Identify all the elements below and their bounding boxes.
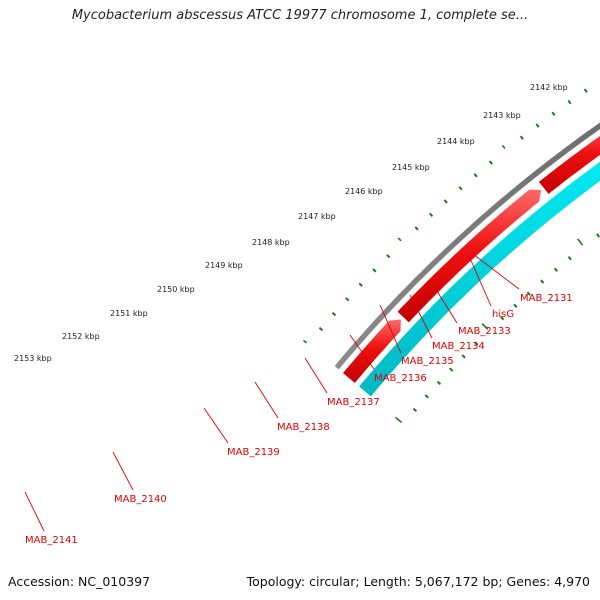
- map-title: Mycobacterium abscessus ATCC 19977 chrom…: [71, 8, 529, 23]
- outer-tick: [345, 297, 350, 302]
- leader-line: [112, 451, 134, 491]
- leader-line: [429, 279, 458, 324]
- scale-label: 2146 kbp: [345, 187, 383, 196]
- inner-tick: [596, 233, 600, 238]
- outer-tick: [519, 135, 524, 140]
- gene-label[interactable]: MAB_2133: [458, 326, 511, 337]
- cds-feature[interactable]: [538, 118, 600, 195]
- inner-tick: [500, 316, 505, 321]
- gene-label[interactable]: MAB_2134: [432, 341, 485, 352]
- gene-label[interactable]: MAB_2137: [327, 397, 380, 408]
- genome-summary-text: Topology: circular; Length: 5,067,172 bp…: [246, 574, 590, 589]
- inner-tick: [449, 367, 454, 372]
- inner-tick: [540, 279, 545, 284]
- scale-label: 2147 kbp: [298, 212, 336, 221]
- leader-line: [24, 491, 45, 532]
- accession-text: Accession: NC_010397: [8, 574, 151, 589]
- labels: 2142 kbp 2143 kbp 2144 kbp 2145 kbp 2146 kbp…: [14, 83, 573, 546]
- inner-tick: [553, 267, 559, 272]
- outer-tick: [583, 88, 588, 93]
- gene-label[interactable]: MAB_2136: [374, 373, 427, 384]
- leader-line: [203, 407, 229, 444]
- scale-label: 2149 kbp: [205, 261, 243, 270]
- scale-label: 2142 kbp: [530, 83, 568, 92]
- feature-tracks: [333, 0, 600, 398]
- inner-tick: [513, 303, 518, 308]
- leader-line: [472, 253, 520, 290]
- leader-line: [349, 334, 375, 370]
- gene-label[interactable]: MAB_2131: [520, 293, 573, 304]
- inner-tick: [526, 291, 531, 296]
- inner-tick: [474, 341, 479, 346]
- outer-tick: [397, 237, 402, 242]
- scale-label: 2150 kbp: [157, 285, 195, 294]
- outer-scale-ticks: [302, 88, 588, 344]
- scale-label: 2145 kbp: [392, 163, 430, 172]
- gene-label[interactable]: hisG: [492, 309, 514, 320]
- inner-tick: [576, 238, 584, 246]
- chromosome-backbone[interactable]: [333, 0, 600, 371]
- scale-label: 2153 kbp: [14, 354, 52, 363]
- inner-scale-ticks: [395, 233, 600, 424]
- leader-line: [468, 255, 492, 307]
- gene-label[interactable]: MAB_2140: [114, 494, 167, 505]
- inner-tick: [424, 394, 429, 399]
- gene-label[interactable]: MAB_2138: [277, 422, 330, 433]
- leader-line: [304, 357, 328, 394]
- cds-feature[interactable]: [342, 318, 402, 384]
- gene-label[interactable]: MAB_2135: [401, 356, 454, 367]
- scale-label: 2143 kbp: [483, 111, 521, 120]
- outer-tick: [458, 186, 463, 191]
- outer-tick: [386, 254, 391, 259]
- leader-line: [379, 304, 402, 354]
- inner-tick: [395, 416, 403, 424]
- scale-label: 2152 kbp: [62, 332, 100, 341]
- scale-label: 2148 kbp: [252, 238, 290, 247]
- label-leader-lines: [24, 253, 520, 532]
- outer-tick: [473, 173, 478, 178]
- outer-tick: [302, 339, 308, 344]
- inner-tick: [567, 255, 572, 261]
- outer-tick: [501, 144, 506, 149]
- inner-tick: [412, 407, 418, 413]
- inner-tick: [461, 354, 466, 359]
- inner-tick: [436, 380, 442, 385]
- outer-tick: [358, 282, 363, 287]
- outer-tick: [488, 160, 493, 165]
- inner-tick: [481, 323, 489, 330]
- outer-tick: [567, 99, 572, 105]
- outer-tick: [318, 326, 324, 332]
- scale-label: 2144 kbp: [437, 137, 475, 146]
- outer-tick: [443, 199, 448, 204]
- leader-line: [409, 294, 433, 339]
- outer-tick: [331, 312, 337, 317]
- outer-tick: [551, 111, 556, 116]
- outer-tick: [414, 226, 419, 231]
- outer-tick: [535, 123, 540, 128]
- outer-tick: [372, 268, 377, 273]
- gene-label[interactable]: MAB_2139: [227, 447, 280, 458]
- outer-tick: [429, 212, 434, 217]
- gene-label[interactable]: MAB_2141: [25, 535, 78, 546]
- leader-line: [254, 381, 279, 419]
- scale-label: 2151 kbp: [110, 309, 148, 318]
